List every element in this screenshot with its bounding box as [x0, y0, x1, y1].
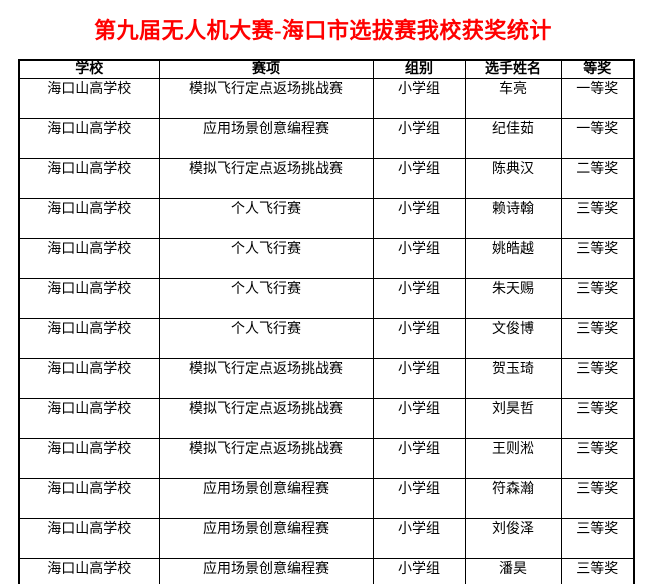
table-cell-school: 海口山高学校: [18, 278, 160, 319]
awards-table: 学校 赛项 组别 选手姓名 等奖 海口山高学校 模拟飞行定点返场挑战赛 小学组 车亮 一等奖 海口…: [18, 59, 635, 584]
table-row: 海口山高学校 个人飞行赛 小学组 文俊博 三等奖: [18, 318, 635, 359]
table-cell-school: 海口山高学校: [18, 238, 160, 279]
table-cell-award: 二等奖: [560, 158, 635, 199]
table-cell-award: 三等奖: [560, 198, 635, 239]
table-cell-school: 海口山高学校: [18, 518, 160, 559]
header-row: 学校 赛项 组别 选手姓名 等奖: [18, 59, 635, 79]
table-cell-event: 模拟飞行定点返场挑战赛: [158, 358, 374, 399]
table-cell-group: 小学组: [372, 478, 466, 519]
table-cell-school: 海口山高学校: [18, 318, 160, 359]
table-cell-school: 海口山高学校: [18, 478, 160, 519]
table-body: 海口山高学校 模拟飞行定点返场挑战赛 小学组 车亮 一等奖 海口山高学校 应用场景创意编程赛…: [18, 78, 635, 584]
table-row: 海口山高学校 模拟飞行定点返场挑战赛 小学组 陈典汉 二等奖: [18, 158, 635, 199]
column-header-event: 赛项: [158, 59, 374, 79]
table-cell-player-name: 王则淞: [464, 438, 562, 479]
table-cell-award: 三等奖: [560, 358, 635, 399]
table-row: 海口山高学校 个人飞行赛 小学组 朱天赐 三等奖: [18, 278, 635, 319]
table-cell-group: 小学组: [372, 118, 466, 159]
table-cell-school: 海口山高学校: [18, 438, 160, 479]
table-row: 海口山高学校 模拟飞行定点返场挑战赛 小学组 车亮 一等奖: [18, 78, 635, 119]
table-cell-award: 三等奖: [560, 478, 635, 519]
table-cell-school: 海口山高学校: [18, 78, 160, 119]
table-cell-award: 一等奖: [560, 118, 635, 159]
table-cell-event: 应用场景创意编程赛: [158, 118, 374, 159]
table-row: 海口山高学校 应用场景创意编程赛 小学组 刘俊泽 三等奖: [18, 518, 635, 559]
table-cell-player-name: 姚皓越: [464, 238, 562, 279]
table-cell-school: 海口山高学校: [18, 158, 160, 199]
table-cell-event: 模拟飞行定点返场挑战赛: [158, 438, 374, 479]
table-cell-award: 三等奖: [560, 518, 635, 559]
table-cell-player-name: 纪佳茹: [464, 118, 562, 159]
table-cell-event: 应用场景创意编程赛: [158, 518, 374, 559]
table-row: 海口山高学校 应用场景创意编程赛 小学组 符森瀚 三等奖: [18, 478, 635, 519]
table-row: 海口山高学校 模拟飞行定点返场挑战赛 小学组 王则淞 三等奖: [18, 438, 635, 479]
table-cell-event: 个人飞行赛: [158, 198, 374, 239]
table-cell-group: 小学组: [372, 398, 466, 439]
table-cell-player-name: 文俊博: [464, 318, 562, 359]
table-cell-player-name: 陈典汉: [464, 158, 562, 199]
table-row: 海口山高学校 模拟飞行定点返场挑战赛 小学组 刘昊哲 三等奖: [18, 398, 635, 439]
table-cell-school: 海口山高学校: [18, 398, 160, 439]
table-cell-player-name: 贺玉琦: [464, 358, 562, 399]
column-header-player-name: 选手姓名: [464, 59, 562, 79]
table-cell-group: 小学组: [372, 78, 466, 119]
table-cell-school: 海口山高学校: [18, 558, 160, 584]
table-cell-group: 小学组: [372, 358, 466, 399]
table-cell-group: 小学组: [372, 318, 466, 359]
table-cell-award: 三等奖: [560, 278, 635, 319]
table-cell-player-name: 刘昊哲: [464, 398, 562, 439]
table-cell-award: 三等奖: [560, 558, 635, 584]
table-cell-player-name: 刘俊泽: [464, 518, 562, 559]
table-cell-award: 一等奖: [560, 78, 635, 119]
table-cell-player-name: 车亮: [464, 78, 562, 119]
table-cell-player-name: 朱天赐: [464, 278, 562, 319]
table-cell-award: 三等奖: [560, 238, 635, 279]
table-cell-group: 小学组: [372, 198, 466, 239]
column-header-award: 等奖: [560, 59, 635, 79]
table-cell-event: 应用场景创意编程赛: [158, 558, 374, 584]
table-cell-group: 小学组: [372, 158, 466, 199]
table-cell-school: 海口山高学校: [18, 118, 160, 159]
table-cell-school: 海口山高学校: [18, 198, 160, 239]
table-cell-player-name: 潘昊: [464, 558, 562, 584]
table-cell-group: 小学组: [372, 518, 466, 559]
table-cell-player-name: 符森瀚: [464, 478, 562, 519]
table-cell-event: 个人飞行赛: [158, 238, 374, 279]
table-cell-award: 三等奖: [560, 318, 635, 359]
table-cell-event: 模拟飞行定点返场挑战赛: [158, 158, 374, 199]
column-header-group: 组别: [372, 59, 466, 79]
table-cell-event: 模拟飞行定点返场挑战赛: [158, 398, 374, 439]
table-cell-school: 海口山高学校: [18, 358, 160, 399]
table-cell-group: 小学组: [372, 438, 466, 479]
page-title: 第九届无人机大赛-海口市选拔赛我校获奖统计: [94, 18, 552, 43]
table-cell-event: 个人飞行赛: [158, 318, 374, 359]
table-cell-group: 小学组: [372, 558, 466, 584]
table-cell-award: 三等奖: [560, 438, 635, 479]
table-cell-player-name: 赖诗翰: [464, 198, 562, 239]
table-row: 海口山高学校 模拟飞行定点返场挑战赛 小学组 贺玉琦 三等奖: [18, 358, 635, 399]
table-row: 海口山高学校 应用场景创意编程赛 小学组 纪佳茹 一等奖: [18, 118, 635, 159]
table-cell-event: 个人飞行赛: [158, 278, 374, 319]
table-cell-event: 应用场景创意编程赛: [158, 478, 374, 519]
table-row: 海口山高学校 个人飞行赛 小学组 赖诗翰 三等奖: [18, 198, 635, 239]
column-header-school: 学校: [18, 59, 160, 79]
table-row: 海口山高学校 应用场景创意编程赛 小学组 潘昊 三等奖: [18, 558, 635, 584]
table-row: 海口山高学校 个人飞行赛 小学组 姚皓越 三等奖: [18, 238, 635, 279]
table-cell-group: 小学组: [372, 238, 466, 279]
table-cell-group: 小学组: [372, 278, 466, 319]
table-cell-award: 三等奖: [560, 398, 635, 439]
table-cell-event: 模拟飞行定点返场挑战赛: [158, 78, 374, 119]
